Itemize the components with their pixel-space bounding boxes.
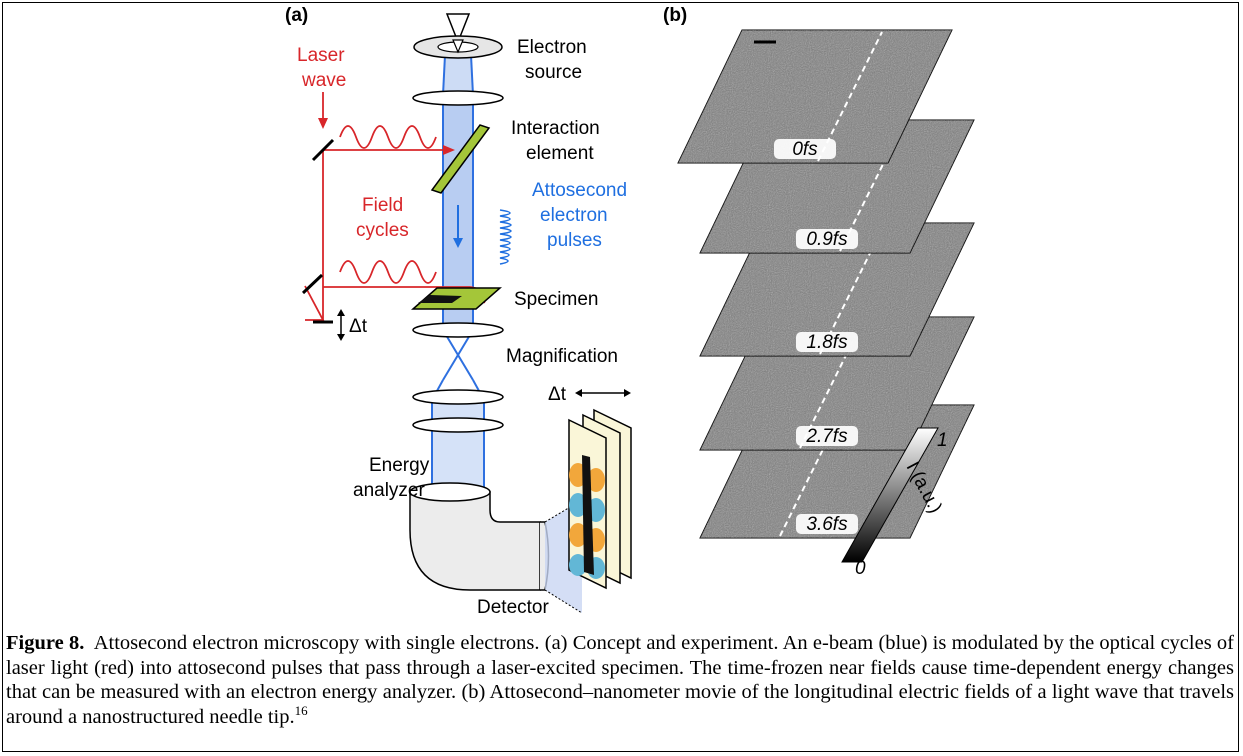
- time-label: 1.8fs: [806, 332, 848, 353]
- energy-analyzer-label-1: Energy: [369, 455, 430, 476]
- electron-source-icon: [413, 13, 503, 59]
- specimen-icon: [411, 287, 502, 310]
- condenser-lens-icon: [412, 90, 504, 106]
- interaction-element-icon: [430, 124, 491, 194]
- delay-label: Δt: [349, 316, 368, 337]
- time-label-box: [796, 229, 858, 249]
- laser-wave-label-1: Laser: [297, 45, 345, 66]
- time-label: 2.7fs: [805, 426, 848, 447]
- figure-graphic: (a) Electron source Interaction element: [285, 5, 975, 618]
- attosecond-label-2: electron: [540, 205, 608, 226]
- magnification-label: Magnification: [506, 346, 618, 367]
- pulse-arrow-head-icon: [453, 238, 463, 248]
- laser-wave-label-2: wave: [301, 70, 346, 91]
- laser-arrow-icon: [318, 118, 328, 129]
- figure-caption: Figure 8. Attosecond electron microscopy…: [6, 631, 1234, 729]
- laser-arrow-icon-2: [443, 145, 455, 155]
- time-label-box: [796, 332, 858, 352]
- attosecond-label-1: Attosecond: [532, 180, 627, 201]
- energy-analyzer-icon: [409, 482, 583, 614]
- time-label: 0fs: [792, 139, 818, 160]
- delay-arrow-icon: [337, 309, 345, 341]
- field-cycles-label-1: Field: [362, 195, 403, 216]
- intermediate-lens-icon: [412, 417, 504, 433]
- objective-lens-icon: [412, 322, 504, 338]
- detector-delay-arrow-icon: [575, 389, 631, 397]
- time-label-box: [774, 139, 836, 159]
- time-label-box: [796, 426, 858, 446]
- projector-lens-icon: [412, 389, 504, 405]
- time-label: 0.9fs: [806, 229, 848, 250]
- caption-reference: 16: [294, 702, 308, 718]
- movie-frames: 3.6fs 2.7fs 1.8fs 0.9fs 0fs: [677, 29, 975, 539]
- mirror-icon: [311, 138, 335, 162]
- movie-frame: 0fs: [677, 29, 953, 164]
- detector-delay-label: Δt: [548, 384, 567, 405]
- figure-label: Figure 8.: [6, 632, 85, 654]
- specimen-label: Specimen: [514, 289, 599, 310]
- interaction-element-label-1: Interaction: [511, 118, 600, 139]
- electron-source-label-2: source: [525, 62, 582, 83]
- laser-wave-icon: [339, 125, 437, 149]
- attosecond-label-3: pulses: [547, 230, 602, 251]
- energy-analyzer-label-2: analyzer: [353, 480, 425, 501]
- panel-b-label: (b): [663, 5, 687, 26]
- detector-label: Detector: [477, 597, 549, 618]
- colorbar-max-label: 1: [937, 430, 948, 451]
- interaction-element-label-2: element: [526, 143, 594, 164]
- detector-icon: [568, 408, 632, 590]
- laser-wave-icon-2: [339, 260, 437, 284]
- caption-text: Attosecond electron microscopy with sing…: [6, 632, 1234, 728]
- colorbar: [841, 427, 939, 563]
- mirror-icon-2: [301, 273, 324, 295]
- electron-pulse-train-icon: [499, 209, 512, 265]
- time-label-box: [796, 514, 858, 534]
- panel-a-label: (a): [285, 5, 308, 26]
- electron-source-label-1: Electron: [517, 37, 587, 58]
- field-cycles-label-2: cycles: [356, 220, 409, 241]
- colorbar-min-label: 0: [855, 558, 866, 579]
- time-label: 3.6fs: [806, 514, 848, 535]
